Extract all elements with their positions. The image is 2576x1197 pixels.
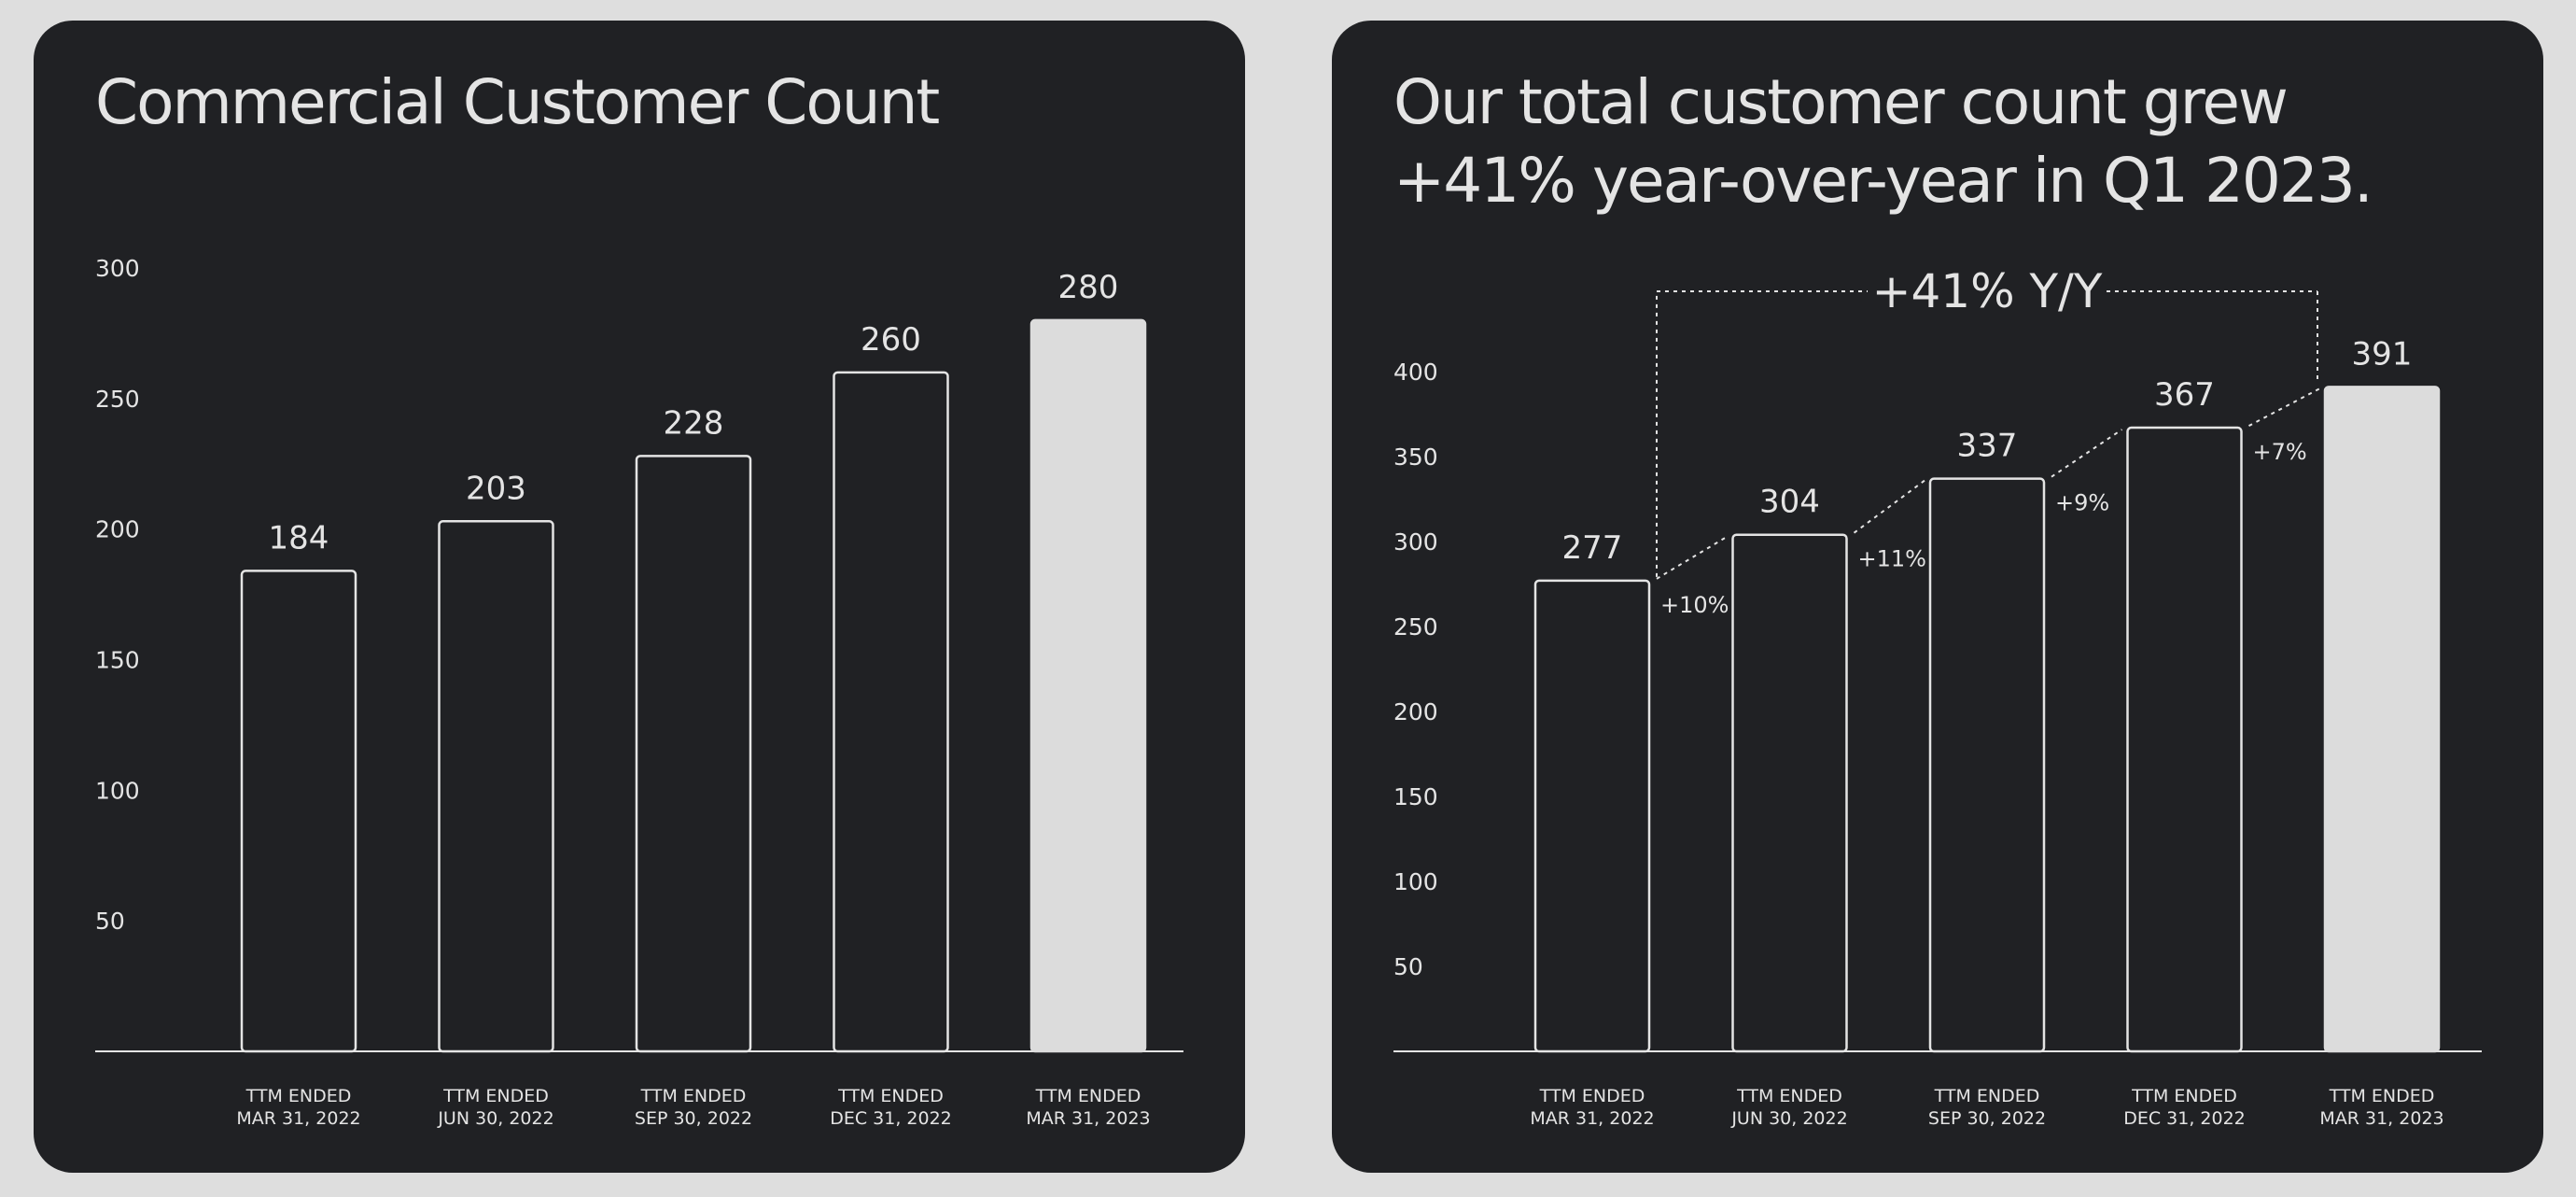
growth-connector	[2248, 387, 2320, 427]
y-tick-label: 150	[95, 647, 140, 674]
y-tick-label: 200	[1393, 698, 1438, 725]
bar	[635, 455, 752, 1053]
x-tick-label: TTM ENDED	[1934, 1086, 2040, 1106]
bar	[1731, 533, 1848, 1053]
y-tick-label: 50	[1393, 953, 1423, 980]
x-tick-label: TTM ENDED	[1736, 1086, 1842, 1106]
x-tick-label: TTM ENDED	[442, 1086, 549, 1106]
bar-value-label: 277	[1562, 529, 1623, 567]
bar-value-label: 184	[269, 519, 329, 556]
bar-value-label: 260	[861, 321, 921, 359]
bar-value-label: 391	[2352, 335, 2413, 373]
bar-value-label: 280	[1058, 269, 1119, 306]
growth-label: +11%	[1858, 546, 1926, 572]
bar	[2126, 426, 2243, 1053]
growth-label: +10%	[1660, 592, 1729, 618]
x-tick-label: MAR 31, 2023	[2319, 1108, 2443, 1129]
bar	[240, 570, 357, 1053]
bar-value-label: 203	[466, 470, 526, 507]
growth-connector	[1656, 535, 1729, 580]
y-tick-label: 300	[1393, 528, 1438, 556]
y-tick-label: 150	[1393, 783, 1438, 810]
x-tick-label: TTM ENDED	[2131, 1086, 2237, 1106]
x-tick-label: JUN 30, 2022	[1730, 1108, 1847, 1129]
x-tick-label: MAR 31, 2023	[1026, 1108, 1150, 1129]
y-tick-label: 100	[1393, 868, 1438, 895]
growth-connector	[2051, 429, 2123, 478]
right-chart-title: Our total customer count grew +41% year-…	[1393, 66, 2373, 217]
x-tick-label: DEC 31, 2022	[830, 1108, 952, 1129]
bar	[1928, 477, 2046, 1053]
bar	[2323, 386, 2441, 1053]
y-tick-label: 350	[1393, 444, 1438, 471]
y-tick-label: 300	[95, 255, 140, 282]
x-tick-label: JUN 30, 2022	[437, 1108, 553, 1129]
bar-value-label: 304	[1759, 484, 1820, 521]
x-tick-label: TTM ENDED	[2329, 1086, 2435, 1106]
bar	[438, 520, 554, 1053]
growth-connector	[1853, 479, 1925, 534]
y-tick-label: 250	[1393, 613, 1438, 641]
growth-label: +7%	[2253, 439, 2307, 465]
x-tick-label: MAR 31, 2022	[1530, 1108, 1654, 1129]
y-tick-label: 100	[95, 777, 140, 804]
left-chart-panel: Commercial Customer Count 50 100 150 200 250…	[34, 21, 1245, 1173]
x-tick-label: TTM ENDED	[640, 1086, 747, 1106]
yoy-annotation-label: +41% Y/Y	[1872, 264, 2103, 318]
right-chart-panel: Our total customer count grew +41% year-…	[1332, 21, 2543, 1173]
x-tick-label: DEC 31, 2022	[2123, 1108, 2246, 1129]
y-tick-label: 250	[95, 386, 140, 413]
x-tick-label: SEP 30, 2022	[1928, 1108, 2046, 1129]
bar-value-label: 367	[2154, 376, 2215, 414]
bar-value-label: 228	[664, 404, 724, 442]
bar	[833, 371, 949, 1053]
y-tick-label: 200	[95, 516, 140, 543]
bar	[1533, 579, 1651, 1053]
x-tick-label: TTM ENDED	[245, 1086, 352, 1106]
x-tick-label: TTM ENDED	[1539, 1086, 1645, 1106]
growth-label: +9%	[2055, 490, 2109, 516]
y-tick-label: 400	[1393, 359, 1438, 386]
bar	[1029, 318, 1147, 1053]
y-tick-label: 50	[95, 908, 125, 935]
x-tick-label: MAR 31, 2022	[236, 1108, 360, 1129]
x-tick-label: TTM ENDED	[1035, 1086, 1141, 1106]
x-tick-label: SEP 30, 2022	[635, 1108, 752, 1129]
left-chart-title: Commercial Customer Count	[95, 66, 940, 138]
x-tick-label: TTM ENDED	[837, 1086, 944, 1106]
bar-value-label: 337	[1957, 428, 2018, 465]
